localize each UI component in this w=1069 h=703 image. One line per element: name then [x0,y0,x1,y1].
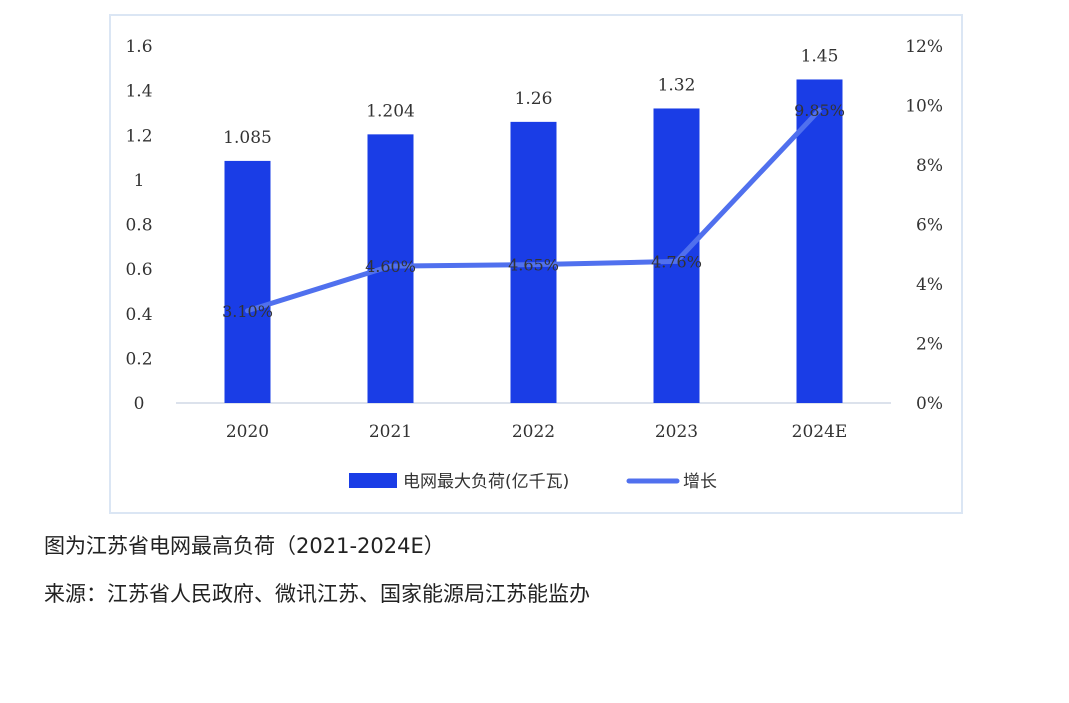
y-left-tick-label: 0.6 [125,260,152,280]
y-right-tick-label: 8% [916,156,943,176]
x-tick-label: 2024E [792,422,848,442]
x-tick-label: 2021 [369,422,412,442]
y-left-tick-label: 1 [134,171,145,191]
growth-data-label: 4.60% [365,257,416,276]
y-right-tick-label: 10% [905,97,943,117]
y-right-tick-label: 0% [916,394,943,414]
chart-container: 0 0.2 0.4 0.6 0.8 1 1.2 1.4 1.6 0% 2% 4% 6% 8% 10% 12%… [109,14,963,514]
source-note: 来源：江苏省人民政府、微讯江苏、国家能源局江苏能监办 [44,582,590,606]
bar-data-label: 1.32 [658,75,696,95]
y-right-tick-label: 2% [916,335,943,355]
bar-2023 [653,108,700,403]
y-left-tick-label: 0.4 [125,305,152,325]
y-left-tick-label: 0.2 [125,349,152,369]
y-left-tick-label: 1.6 [125,37,152,57]
y-right-tick-label: 12% [905,37,943,57]
bar-2024E [796,79,843,403]
x-tick-label: 2023 [655,422,698,442]
growth-data-label: 4.76% [651,252,702,271]
x-tick-label: 2020 [226,422,269,442]
y-right-tick-label: 4% [916,275,943,295]
y-left-tick-label: 1.2 [125,126,152,146]
y-left-tick-label: 1.4 [125,82,152,102]
y-left-tick-label: 0.8 [125,216,152,236]
bar-2020 [224,160,271,403]
bar-data-label: 1.085 [223,128,272,148]
combo-chart: 0 0.2 0.4 0.6 0.8 1 1.2 1.4 1.6 0% 2% 4% 6% 8% 10% 12%… [125,37,943,492]
figure-caption: 图为江苏省电网最高负荷（2021-2024E） [44,534,445,558]
legend-bar-swatch [349,473,397,488]
bar-data-label: 1.26 [515,89,553,109]
x-tick-label: 2022 [512,422,555,442]
legend-line-label: 增长 [683,472,717,492]
growth-data-label: 3.10% [222,302,273,321]
growth-data-label: 9.85% [794,101,845,120]
growth-line [245,107,822,314]
bar-data-label: 1.45 [801,46,839,66]
growth-data-label: 4.65% [508,256,559,275]
y-left-tick-label: 0 [134,394,145,414]
y-right-tick-label: 6% [916,216,943,236]
legend-bar-label: 电网最大负荷(亿千瓦) [403,472,569,492]
bar-data-label: 1.204 [366,101,415,121]
